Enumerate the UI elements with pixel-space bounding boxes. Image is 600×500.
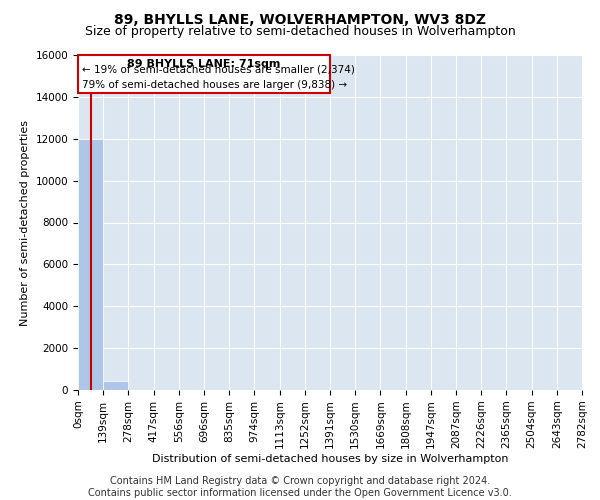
Text: 89, BHYLLS LANE, WOLVERHAMPTON, WV3 8DZ: 89, BHYLLS LANE, WOLVERHAMPTON, WV3 8DZ (114, 12, 486, 26)
Bar (103, 380, 128, 390)
Text: ← 19% of semi-detached houses are smaller (2,374): ← 19% of semi-detached houses are smalle… (82, 64, 355, 74)
Text: Contains HM Land Registry data © Crown copyright and database right 2024.
Contai: Contains HM Land Registry data © Crown c… (88, 476, 512, 498)
Y-axis label: Number of semi-detached properties: Number of semi-detached properties (20, 120, 30, 326)
Text: Size of property relative to semi-detached houses in Wolverhampton: Size of property relative to semi-detach… (85, 25, 515, 38)
X-axis label: Distribution of semi-detached houses by size in Wolverhampton: Distribution of semi-detached houses by … (152, 454, 508, 464)
Text: 89 BHYLLS LANE: 71sqm: 89 BHYLLS LANE: 71sqm (127, 59, 281, 69)
Bar (78, 138, 103, 390)
Bar (78, 55, 330, 92)
Text: 79% of semi-detached houses are larger (9,838) →: 79% of semi-detached houses are larger (… (82, 80, 347, 90)
